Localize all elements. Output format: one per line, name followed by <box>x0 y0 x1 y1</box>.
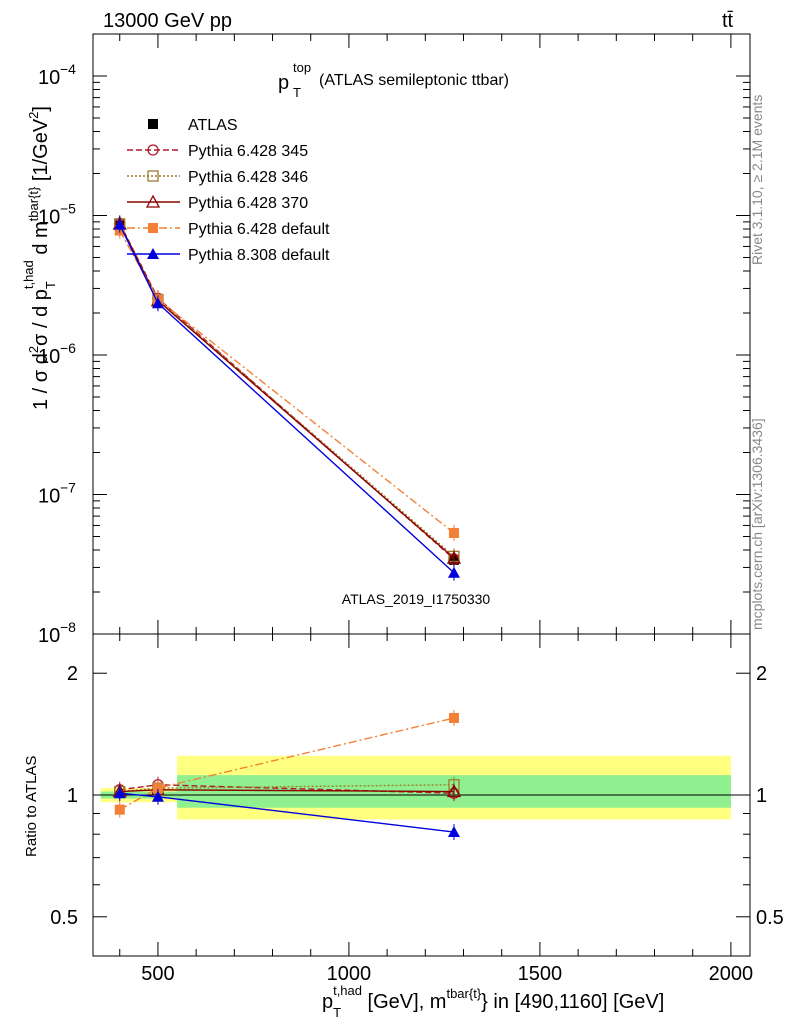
ratio-y-tick-label-right: 0.5 <box>756 907 784 929</box>
legend-label-pythia-6-428-370: Pythia 6.428 370 <box>188 195 308 212</box>
legend-marker-pythia-6-428-346 <box>147 170 159 182</box>
legend: ATLAS Pythia 6.428 345 Pythia 6.428 346 Pyt… <box>127 117 330 264</box>
legend-label-pythia-6-428-345: Pythia 6.428 345 <box>188 143 308 160</box>
y-tick-label: 10 <box>38 67 60 89</box>
title-main: p <box>278 72 289 94</box>
mcplots-label: mcplots.cern.ch [arXiv:1306.3436] <box>749 418 765 630</box>
main-point-pythia-6-428-default <box>448 527 459 538</box>
y-tick-exponent: −6 <box>60 340 76 356</box>
y-tick-exponent: −4 <box>60 61 76 77</box>
ratio-point-pythia-6-428-370 <box>446 784 462 798</box>
main-point-pythia-8-308-default <box>447 566 460 578</box>
y-tick-exponent: −7 <box>60 479 76 495</box>
rivet-label: Rivet 3.1.10, ≥ 2.1M events <box>749 95 765 265</box>
ratio-ylabel: Ratio to ATLAS <box>23 756 40 857</box>
x-tick-label: 2000 <box>709 963 754 985</box>
main-series-line-pythia-6-428-346 <box>119 223 455 557</box>
ratio-y-tick-label: 2 <box>67 663 78 685</box>
ratio-y-tick-label-right: 2 <box>756 663 767 685</box>
analysis-label: ATLAS_2019_I1750330 <box>342 591 491 607</box>
ratio-y-tick-label: 0.5 <box>50 907 78 929</box>
x-tick-label: 1000 <box>327 963 372 985</box>
ratio-point-pythia-8-308-default <box>447 826 460 838</box>
ratio-point-pythia-8-308-default <box>113 787 126 799</box>
main-series-line-pythia-6-428-default <box>119 230 455 534</box>
title-sup: top <box>293 60 311 75</box>
legend-label-atlas: ATLAS <box>188 117 238 134</box>
legend-marker-atlas <box>148 119 158 129</box>
ratio-panel: 500 1000 1500 2000 0.5 0.5 1 1 2 2 <box>50 633 784 985</box>
x-axis-label: pTt,had [GeV], mtbar{t}} in [490,1160] [… <box>322 983 664 1020</box>
ratio-y-tick-label-right: 1 <box>756 785 767 807</box>
main-point-pythia-6-428-370 <box>446 550 462 564</box>
process-label: tt̄ <box>722 10 734 32</box>
legend-label-pythia-8-308-default: Pythia 8.308 default <box>188 247 330 264</box>
x-tick-label: 500 <box>141 963 174 985</box>
y-tick-label: 10 <box>38 206 60 228</box>
title-rest: (ATLAS semileptonic ttbar) <box>319 72 509 89</box>
ratio-y-tick-label: 1 <box>67 785 78 807</box>
y-tick-exponent: −5 <box>60 200 76 216</box>
legend-label-pythia-6-428-default: Pythia 6.428 default <box>188 221 330 238</box>
main-title: p top T (ATLAS semileptonic ttbar) <box>278 60 509 100</box>
legend-marker-pythia-6-428-345 <box>147 144 159 156</box>
legend-marker-pythia-6-428-370 <box>145 194 161 208</box>
y-tick-label: 10 <box>38 625 60 647</box>
y-tick-label: 10 <box>38 485 60 507</box>
y-tick-exponent: −8 <box>60 619 76 635</box>
ratio-point-pythia-6-428-default <box>114 804 125 815</box>
svg-text:pTt,had [GeV], mtbar{t}} in [4: pTt,had [GeV], mtbar{t}} in [490,1160] [… <box>322 983 664 1020</box>
ratio-point-pythia-6-428-default <box>152 783 163 794</box>
y-tick-label: 10 <box>38 346 60 368</box>
legend-marker-pythia-8-308-default <box>147 248 159 259</box>
x-tick-label: 1500 <box>518 963 563 985</box>
legend-marker-pythia-6-428-default <box>148 223 158 233</box>
ratio-point-pythia-6-428-default <box>448 712 459 723</box>
main-point-pythia-8-308-default <box>113 218 126 230</box>
title-sub: T <box>293 85 301 100</box>
collision-label: 13000 GeV pp <box>103 10 232 32</box>
main-series-line-pythia-8-308-default <box>119 224 455 574</box>
main-point-pythia-8-308-default <box>151 297 164 309</box>
legend-label-pythia-6-428-346: Pythia 6.428 346 <box>188 169 308 186</box>
main-series-line-pythia-6-428-345 <box>119 222 455 560</box>
main-series-line-pythia-6-428-370 <box>119 223 455 559</box>
ratio-point-pythia-8-308-default <box>151 790 164 802</box>
